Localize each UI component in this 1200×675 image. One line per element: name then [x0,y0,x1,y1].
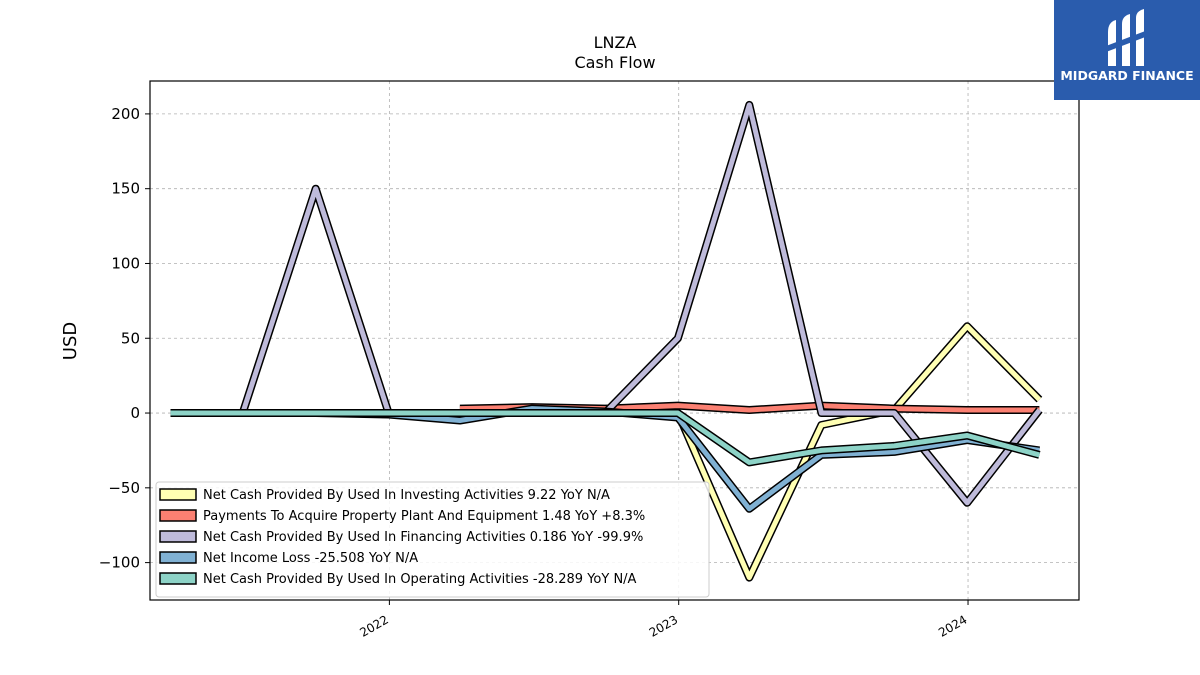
plot-frame [149,80,1080,601]
series-line [170,410,1041,465]
y-tick-label: 150 [111,180,140,198]
chart-subtitle: Cash Flow [574,53,655,72]
legend-label: Payments To Acquire Property Plant And E… [203,509,645,524]
logo-mark-icon [1106,9,1148,66]
legend-item: Net Income Loss -25.508 YoY N/A [159,551,418,566]
x-axis: 2022 2023 2024 [357,600,970,640]
y-axis: 200 150 100 50 0 −50 −100 [99,105,150,572]
y-axis-label: USD [60,322,81,360]
x-tick-label: 2023 [647,612,680,639]
chart-title: LNZA [594,33,637,52]
legend-box [155,481,710,598]
x-tick-label: 2022 [357,612,390,639]
legend-label: Net Income Loss -25.508 YoY N/A [203,551,418,566]
legend-label: Net Cash Provided By Used In Financing A… [203,530,643,545]
y-tick-label: 0 [130,404,140,422]
legend-swatch [159,572,197,585]
series-line-outline [170,409,1041,467]
y-tick-label: −100 [99,554,140,572]
legend-swatch [159,530,197,543]
legend-swatch [159,509,197,522]
legend-item: Net Cash Provided By Used In Financing A… [159,530,643,545]
series-layer [170,100,1043,582]
x-tick-label: 2024 [936,612,969,639]
legend-swatch [159,488,197,501]
legend-item: Net Cash Provided By Used In Investing A… [159,488,610,503]
y-tick-label: 100 [111,254,140,272]
y-tick-label: 50 [121,329,140,347]
legend-label: Net Cash Provided By Used In Investing A… [203,488,610,503]
y-tick-label: −50 [108,479,140,497]
legend-swatch [159,551,197,564]
logo-text: MIDGARD FINANCE [1060,68,1194,83]
legend-item: Net Cash Provided By Used In Operating A… [159,572,637,587]
legend-item: Payments To Acquire Property Plant And E… [159,509,645,524]
legend-label: Net Cash Provided By Used In Operating A… [203,572,637,587]
series-5 [170,409,1041,467]
legend: Net Cash Provided By Used In Investing A… [155,481,710,598]
y-tick-label: 200 [111,105,140,123]
midgard-finance-logo: MIDGARD FINANCE [1054,0,1200,100]
